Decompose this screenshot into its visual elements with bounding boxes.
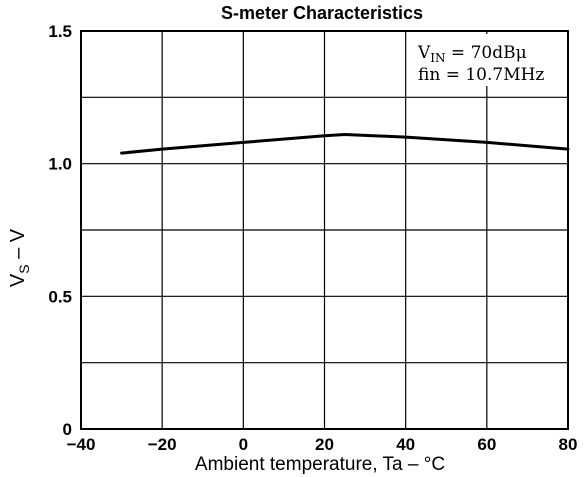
x-axis-label: Ambient temperature, Ta – °C — [195, 454, 445, 475]
y-tick-label: 1.5 — [48, 22, 72, 41]
grid — [80, 30, 569, 430]
y-tick-label: 1.0 — [48, 155, 72, 174]
x-tick-label: 40 — [396, 435, 415, 454]
y-axis-label: VS – V — [7, 228, 32, 287]
x-tick-label: −40 — [67, 435, 96, 454]
x-tick-label: 0 — [239, 435, 248, 454]
x-tick-label: 20 — [315, 435, 334, 454]
annotation-line-1: VIN = 70dBμ — [417, 43, 527, 65]
annotation-box: VIN = 70dBμ fin = 10.7MHz — [408, 34, 564, 86]
x-tick-label: 80 — [559, 435, 578, 454]
chart-title: S-meter Characteristics — [221, 3, 423, 23]
series-line-0 — [120, 133, 570, 155]
y-tick-label: 0 — [63, 420, 72, 439]
tick-labels: −40 −20 0 20 40 60 80 0 0.5 1.0 1.5 — [48, 22, 577, 454]
x-tick-label: 60 — [477, 435, 496, 454]
series-layer — [120, 133, 570, 155]
y-tick-label: 0.5 — [48, 287, 72, 306]
plot-frame — [80, 30, 569, 430]
annotation-background — [408, 34, 564, 86]
x-tick-label: −20 — [148, 435, 177, 454]
annotation-line-2: fin = 10.7MHz — [418, 65, 544, 85]
